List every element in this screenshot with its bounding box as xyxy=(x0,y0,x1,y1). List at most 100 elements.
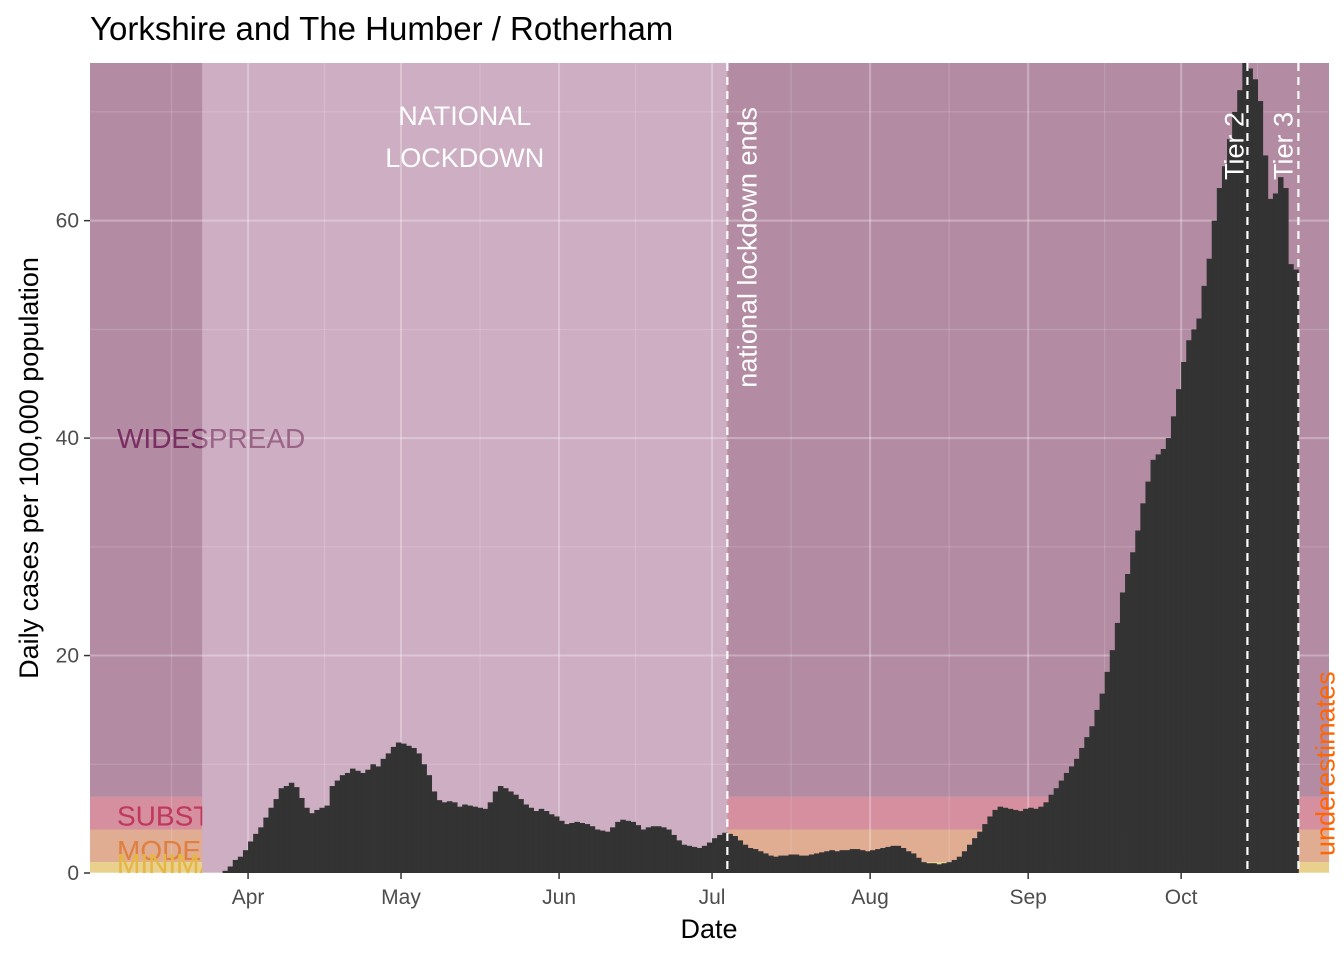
bar xyxy=(293,787,300,873)
bar xyxy=(808,854,815,873)
bar xyxy=(921,862,927,873)
y-tick-label: 0 xyxy=(67,862,79,885)
bar xyxy=(538,808,545,873)
bar xyxy=(564,824,570,873)
bar xyxy=(635,825,642,873)
bar xyxy=(905,851,912,873)
bar xyxy=(788,854,795,873)
bar xyxy=(1262,155,1269,873)
band-label-solid: WIDESPREAD xyxy=(117,423,305,454)
bar xyxy=(395,742,402,873)
x-axis: Apr May Jun Jul Aug Sep Oct xyxy=(232,873,1198,909)
bar xyxy=(232,859,239,873)
band-labels: WIDESPREADWIDESPREADSUBSTANTIALSUBSTANTI… xyxy=(117,423,306,873)
band-label: SUBSTANTIAL xyxy=(117,801,306,832)
bar xyxy=(1242,63,1248,873)
bar xyxy=(732,836,738,873)
y-tick-label: 60 xyxy=(56,210,79,233)
bar xyxy=(681,844,687,873)
bar xyxy=(1135,530,1141,873)
bar xyxy=(951,859,958,873)
bar xyxy=(599,830,606,873)
bar xyxy=(222,870,229,873)
bar xyxy=(1007,808,1014,873)
bar xyxy=(1257,101,1264,873)
bar xyxy=(1012,809,1019,873)
bar xyxy=(462,804,468,873)
bar xyxy=(492,791,499,873)
bar xyxy=(1247,68,1253,874)
bar xyxy=(747,847,754,873)
bar xyxy=(926,863,932,873)
bar xyxy=(1160,448,1167,873)
bar xyxy=(630,821,636,873)
bar xyxy=(355,770,361,873)
bar xyxy=(625,820,631,873)
bar xyxy=(1181,361,1187,873)
bar xyxy=(584,824,591,873)
bar xyxy=(615,821,621,873)
bar xyxy=(773,856,779,873)
bar xyxy=(431,791,438,873)
bar xyxy=(1150,459,1157,873)
bar xyxy=(344,772,351,873)
bar xyxy=(1186,340,1192,874)
bar xyxy=(655,826,662,873)
event-label: national lockdown ends xyxy=(732,107,762,388)
x-tick-label: Jun xyxy=(542,886,576,909)
bar xyxy=(880,847,886,873)
bar xyxy=(961,851,968,873)
bar xyxy=(416,753,422,873)
bar xyxy=(1048,794,1055,873)
bar xyxy=(712,838,718,873)
bar xyxy=(1119,592,1126,873)
bar xyxy=(559,820,565,873)
event-label: Tier 2 xyxy=(1219,112,1249,180)
bar xyxy=(1232,111,1238,874)
bar xyxy=(1023,808,1029,873)
bar xyxy=(819,852,825,873)
bar xyxy=(263,817,269,873)
bar xyxy=(1079,747,1085,873)
bar xyxy=(518,799,524,873)
x-axis-title: Date xyxy=(680,914,737,944)
y-axis-title: Daily cases per 100,000 population xyxy=(14,257,44,679)
band-label-solid: SUBSTANTIAL xyxy=(117,801,306,832)
bar xyxy=(477,807,484,873)
x-tick-label: Jul xyxy=(699,886,726,909)
bar xyxy=(1002,807,1009,873)
bar xyxy=(1165,438,1172,873)
bar xyxy=(931,863,937,873)
bar xyxy=(574,821,580,873)
bar xyxy=(895,845,902,873)
bar xyxy=(875,849,881,873)
bar xyxy=(865,851,871,873)
band-label-solid: MODERATE xyxy=(117,835,274,866)
y-tick-label: 20 xyxy=(56,645,79,668)
bar xyxy=(1170,416,1177,873)
bar xyxy=(288,782,295,873)
bar xyxy=(829,850,835,873)
bar xyxy=(467,805,473,873)
bar xyxy=(472,806,478,873)
bar xyxy=(941,863,947,873)
bar xyxy=(1278,177,1284,873)
bar xyxy=(1288,264,1294,873)
bars xyxy=(222,63,1299,874)
bar xyxy=(824,851,830,873)
x-tick-label: May xyxy=(381,886,421,909)
bar xyxy=(324,805,331,873)
bar xyxy=(763,853,769,873)
bar xyxy=(1058,780,1065,873)
bar xyxy=(339,775,346,873)
bar xyxy=(722,832,728,873)
x-tick-label: Oct xyxy=(1165,886,1198,909)
bar xyxy=(1089,726,1095,873)
bar xyxy=(696,847,703,873)
bar xyxy=(916,857,922,873)
bar xyxy=(375,766,382,873)
bar xyxy=(987,816,993,873)
bar xyxy=(258,827,264,873)
bar xyxy=(1038,806,1044,873)
